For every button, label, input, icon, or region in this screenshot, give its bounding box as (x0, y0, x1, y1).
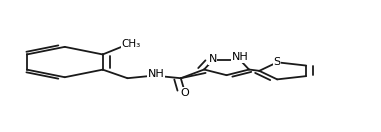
Text: NH: NH (232, 52, 249, 62)
Text: N: N (208, 54, 217, 64)
Text: S: S (274, 57, 281, 67)
Text: CH₃: CH₃ (122, 39, 141, 49)
Text: O: O (180, 88, 189, 98)
Text: NH: NH (148, 69, 165, 79)
